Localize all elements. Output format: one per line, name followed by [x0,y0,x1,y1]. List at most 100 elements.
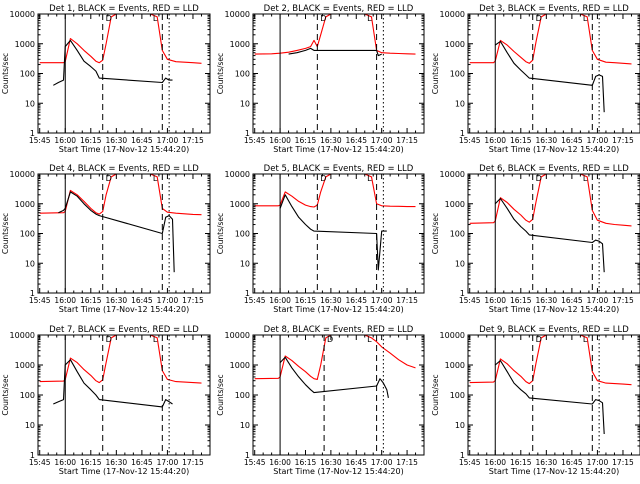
annotation-mark-l: L [583,174,588,183]
events-series-line [58,191,175,273]
x-tick-label: 16:00 [484,458,506,467]
y-axis-label: Counts/sec [216,213,225,254]
y-tick-label: 10000 [440,170,465,179]
x-tick-label: 16:15 [295,136,317,145]
x-tick-label: 17:15 [612,458,634,467]
plot-frame [252,13,425,134]
y-tick-label: 10000 [10,331,35,340]
y-tick-label: 1000 [230,200,250,209]
annotation-mark-d: D [320,174,326,183]
x-tick-label: 16:15 [295,296,317,305]
annotation-mark-d: D [320,14,326,23]
y-tick-label: 10000 [10,170,35,179]
x-tick-label: 17:00 [157,458,179,467]
events-series-line [279,194,387,271]
x-tick-label: 16:45 [561,458,583,467]
y-tick-label: 1000 [445,40,465,49]
x-tick-label: 16:00 [54,458,76,467]
y-tick-label: 100 [20,70,35,79]
x-tick-label: 16:45 [345,458,367,467]
panel-det-1: D L 1 10 100 1000 10000 15:45 16:00 16:15 16:30 16:… [1,4,211,154]
x-tick-label: 16:30 [536,136,558,145]
x-tick-label: 16:00 [54,296,76,305]
x-tick-label: 16:30 [106,296,128,305]
x-tick-label: 16:45 [131,136,153,145]
y-tick-label: 1000 [445,200,465,209]
y-tick-label: 1 [460,451,465,460]
x-tick-label: 17:00 [371,136,393,145]
x-tick-label: 15:45 [29,136,51,145]
y-tick-label: 100 [235,391,250,400]
x-tick-label: 17:00 [587,136,609,145]
x-tick-label: 16:45 [561,296,583,305]
annotation-mark-l: L [583,14,588,23]
events-series-line [53,39,173,86]
x-tick-label: 16:15 [510,296,532,305]
lld-series-line [39,173,202,216]
x-axis-label: Start Time (17-Nov-12 15:44:20) [273,145,403,154]
x-tick-label: 16:30 [536,296,558,305]
panel-det-7: D L 1 10 100 1000 10000 15:45 16:00 16:15 16:30 16:… [1,325,211,476]
x-axis-label: Start Time (17-Nov-12 15:44:20) [59,145,189,154]
annotation-mark-d: D [106,335,112,344]
panel-title: Det 7, BLACK = Events, RED = LLD [49,325,199,335]
x-tick-label: 17:15 [182,458,204,467]
x-tick-label: 17:15 [612,296,634,305]
x-tick-label: 17:15 [182,136,204,145]
x-tick-label: 16:00 [269,458,291,467]
lld-series-line [39,334,202,384]
y-tick-label: 10000 [225,170,250,179]
x-tick-label: 16:45 [131,296,153,305]
y-axis-label: Counts/sec [216,374,225,415]
annotation-mark-l: L [367,174,372,183]
plot-frame [252,334,425,456]
x-tick-label: 17:00 [587,458,609,467]
annotation-mark-l: L [367,14,372,23]
y-tick-label: 1 [245,129,250,138]
events-series-line [494,197,605,273]
y-tick-label: 100 [450,391,465,400]
y-tick-label: 100 [235,230,250,239]
y-tick-label: 100 [20,230,35,239]
lld-series-line [469,13,632,65]
x-tick-label: 16:00 [54,136,76,145]
x-tick-label: 17:00 [371,458,393,467]
panel-title: Det 9, BLACK = Events, RED = LLD [479,325,629,335]
y-axis-label: Counts/sec [1,213,10,254]
x-tick-label: 16:15 [295,458,317,467]
y-tick-label: 100 [450,230,465,239]
annotation-mark-l: L [153,335,158,344]
x-tick-label: 15:45 [244,136,266,145]
y-tick-label: 10 [455,99,465,108]
plot-frame [467,13,640,134]
y-tick-label: 10 [240,421,250,430]
annotation-mark-l: L [153,14,158,23]
lld-series-line [254,334,416,380]
x-tick-label: 15:45 [459,296,481,305]
x-tick-label: 16:15 [80,458,102,467]
plot-frame [37,173,211,294]
x-tick-label: 17:00 [371,296,393,305]
x-axis-label: Start Time (17-Nov-12 15:44:20) [59,467,189,476]
x-tick-label: 15:45 [244,458,266,467]
y-tick-label: 1000 [445,361,465,370]
panel-title: Det 2, BLACK = Events, RED = LLD [264,4,414,14]
x-tick-label: 15:45 [29,296,51,305]
y-tick-label: 1000 [230,40,250,49]
y-tick-label: 1 [245,451,250,460]
lld-series-line [254,13,416,55]
y-tick-label: 10 [455,421,465,430]
plot-frame [467,334,640,456]
y-axis-label: Counts/sec [431,213,440,254]
panel-title: Det 1, BLACK = Events, RED = LLD [49,4,199,14]
lld-series-line [39,13,202,64]
x-tick-label: 16:30 [106,458,128,467]
x-tick-label: 17:15 [182,296,204,305]
x-tick-label: 16:00 [484,136,506,145]
panel-det-6: D L 1 10 100 1000 10000 15:45 16:00 16:15 16:30 16:… [431,164,640,314]
y-tick-label: 1 [460,129,465,138]
lld-series-line [469,334,632,386]
x-tick-label: 16:45 [345,136,367,145]
x-tick-label: 15:45 [29,458,51,467]
y-tick-label: 10000 [440,10,465,19]
